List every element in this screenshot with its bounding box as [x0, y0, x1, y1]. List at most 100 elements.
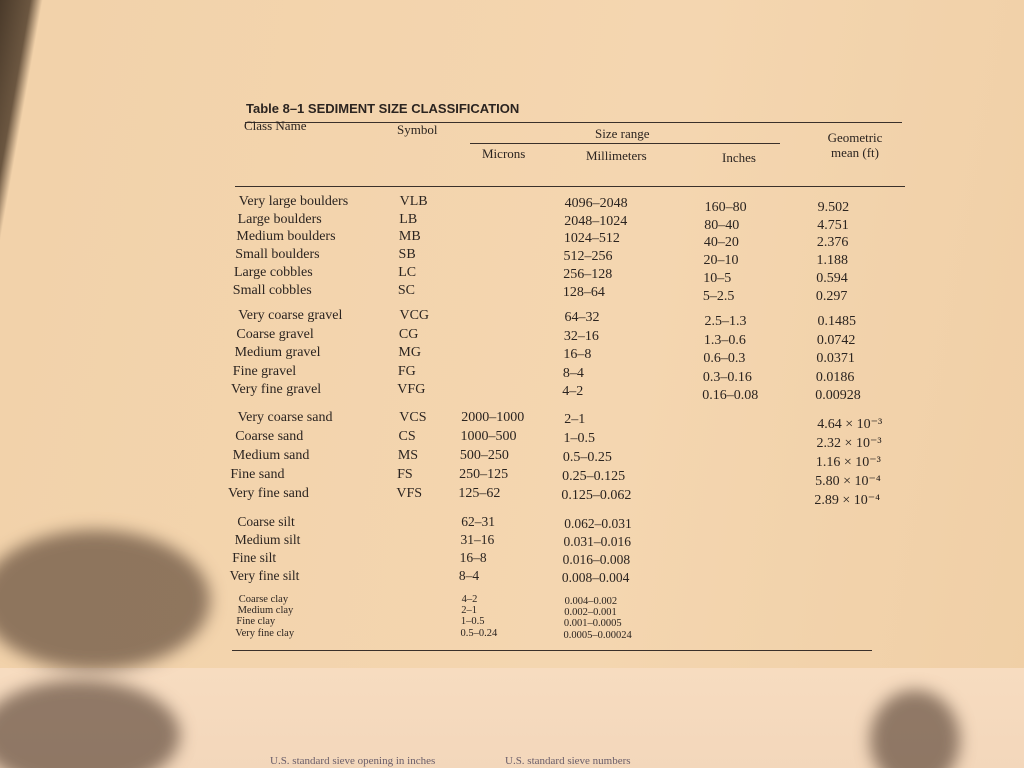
- table-cell: Large cobbles: [234, 264, 313, 280]
- table-cell: 128–64: [562, 284, 605, 300]
- table-cell: 4.751: [817, 217, 849, 233]
- table-cell: 9.502: [817, 200, 850, 215]
- header: Inches: [722, 150, 756, 165]
- table-cell: Very large boulders: [238, 194, 349, 209]
- table-cell: LB: [399, 211, 418, 227]
- hand-shadow: [870, 690, 960, 768]
- table-cell: Very fine silt: [229, 568, 300, 583]
- table-cell: Medium boulders: [236, 229, 336, 245]
- table-cell: SB: [398, 247, 416, 263]
- table-cell: VCG: [399, 308, 430, 323]
- table-cell: MS: [397, 448, 419, 463]
- table-cell: 1–0.5: [460, 616, 485, 628]
- table-cell: 1–0.5: [563, 431, 596, 446]
- table-title: Table 8–1 SEDIMENT SIZE CLASSIFICATION: [246, 101, 520, 116]
- header: Size range: [595, 126, 650, 141]
- table-cell: 0.0742: [816, 332, 856, 348]
- table-cell: 0.004–0.002: [564, 596, 618, 607]
- table-cell: 0.008–0.004: [561, 570, 630, 585]
- table-cell: CS: [398, 429, 416, 444]
- table-cell: 20–10: [703, 253, 739, 269]
- table-cell: Large boulders: [237, 211, 322, 227]
- table-cell: Medium gravel: [234, 345, 321, 360]
- table-cell: 4–2: [461, 594, 478, 605]
- table-cell: 5.80 × 10⁻⁴: [815, 474, 881, 489]
- table-cell: 0.5–0.24: [460, 627, 498, 639]
- table-cell: 0.0186: [815, 369, 855, 385]
- table-cell: Coarse sand: [235, 429, 304, 444]
- table-cell: 1000–500: [460, 429, 517, 444]
- table-cell: 31–16: [460, 532, 495, 547]
- table-cell: VFS: [396, 486, 423, 501]
- table-cell: Very coarse gravel: [238, 308, 343, 323]
- table-cell: CG: [398, 326, 419, 342]
- table-cell: 256–128: [563, 266, 613, 282]
- table-cell: SC: [397, 282, 415, 298]
- table-cell: Medium clay: [237, 605, 294, 617]
- table-cell: Coarse gravel: [236, 326, 314, 342]
- table-cell: FS: [397, 467, 413, 482]
- table-cell: 1.16 × 10⁻³: [815, 455, 881, 470]
- table-cell: 1.188: [816, 253, 849, 269]
- table-cell: 5–2.5: [702, 288, 735, 304]
- table-cell: VFG: [397, 382, 426, 397]
- table-cell: 0.002–0.001: [564, 607, 617, 619]
- table-cell: 16–8: [459, 550, 487, 565]
- table-cell: VLB: [399, 194, 428, 209]
- table-cell: 62–31: [461, 514, 495, 529]
- rule: [235, 186, 905, 187]
- table-cell: 2.5–1.3: [704, 314, 747, 329]
- table-cell: 0.297: [815, 288, 848, 304]
- table-cell: Small cobbles: [232, 282, 312, 298]
- table-cell: Coarse clay: [238, 594, 289, 605]
- table-cell: 160–80: [704, 200, 747, 215]
- table-cell: Very fine clay: [235, 627, 295, 639]
- table-cell: Fine sand: [230, 467, 285, 482]
- table-cell: 0.16–0.08: [702, 388, 759, 403]
- table-cell: 1024–512: [563, 231, 620, 247]
- rule: [470, 143, 780, 144]
- table-cell: 4096–2048: [564, 196, 628, 211]
- table-cell: 2048–1024: [564, 213, 628, 229]
- footer-text: U.S. standard sieve numbers: [505, 755, 631, 767]
- table-cell: Fine gravel: [232, 363, 297, 379]
- header: Microns: [482, 146, 526, 161]
- table-cell: 8–4: [562, 365, 584, 381]
- table-cell: 4–2: [562, 384, 584, 399]
- table-cell: 0.125–0.062: [561, 488, 632, 503]
- header: Millimeters: [586, 148, 647, 163]
- table-cell: Small boulders: [235, 247, 320, 263]
- header: Symbol: [397, 122, 438, 137]
- header: Geometric mean (ft): [827, 130, 883, 160]
- hand-shadow: [0, 530, 210, 670]
- table-cell: 2000–1000: [461, 410, 525, 425]
- table-cell: 0.3–0.16: [702, 369, 752, 385]
- table-cell: 0.0371: [816, 351, 855, 366]
- table-cell: 2.376: [816, 235, 849, 251]
- table-cell: MB: [398, 229, 421, 245]
- rule: [232, 650, 872, 651]
- table-cell: 500–250: [459, 448, 509, 463]
- table-cell: 0.062–0.031: [564, 516, 632, 531]
- table-cell: 512–256: [563, 249, 613, 265]
- table-cell: Fine clay: [236, 616, 276, 628]
- table-cell: 0.031–0.016: [563, 534, 631, 549]
- table-cell: LC: [398, 264, 417, 280]
- table-cell: Very coarse sand: [237, 410, 333, 425]
- table-cell: 2–1: [564, 412, 586, 427]
- table-cell: 32–16: [563, 328, 599, 344]
- table-cell: 0.25–0.125: [562, 469, 626, 484]
- table-cell: 125–62: [458, 486, 501, 501]
- table-cell: 0.6–0.3: [703, 351, 746, 366]
- header: Class Name: [244, 118, 307, 133]
- table-cell: 0.5–0.25: [562, 450, 612, 465]
- table-cell: 0.00928: [815, 388, 861, 403]
- table-cell: Fine silt: [232, 550, 277, 565]
- table-cell: 0.001–0.0005: [563, 618, 622, 630]
- table-cell: Very fine gravel: [231, 382, 322, 397]
- table-cell: 8–4: [458, 568, 480, 583]
- table-cell: 2–1: [461, 605, 478, 617]
- table-cell: 2.89 × 10⁻⁴: [814, 493, 881, 508]
- table-cell: 250–125: [459, 467, 509, 482]
- table-cell: VCS: [399, 410, 427, 425]
